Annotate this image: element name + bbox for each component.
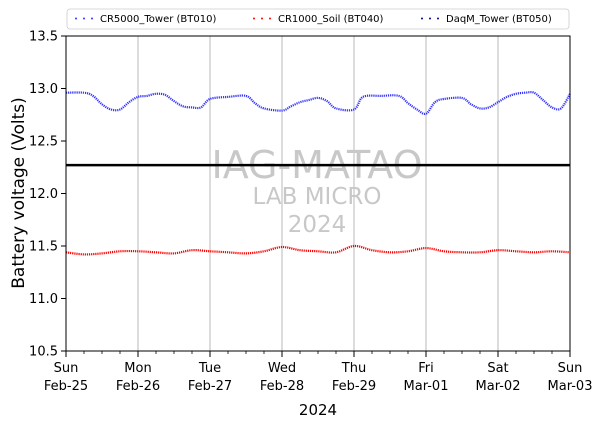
series-line-1 — [65, 91, 571, 116]
legend-entry: DaqM_Tower (BT050) — [421, 14, 552, 25]
watermark: IAG-MATAO LAB MICRO 2024 — [211, 143, 422, 238]
legend-marker — [83, 17, 85, 20]
series-line-2 — [65, 244, 571, 256]
x-tick-day: Sun — [54, 361, 79, 376]
legend-entry: CR5000_Tower (BT010) — [75, 14, 216, 25]
legend-marker — [261, 17, 263, 20]
legend-marker — [75, 17, 77, 20]
x-axis: Sun Feb-25 Mon Feb-26 Tue Feb-27 Wed Feb-28 Thu F… — [44, 351, 593, 394]
legend-label: DaqM_Tower (BT050) — [446, 14, 552, 25]
x-tick-date: Feb-26 — [116, 379, 160, 394]
x-tick-date: Feb-25 — [44, 379, 88, 394]
y-tick-label: 11.5 — [29, 240, 58, 255]
legend-box — [66, 8, 570, 30]
x-tick-day: Mon — [124, 361, 151, 376]
x-tick-day: Fri — [418, 361, 434, 376]
x-tick-date: Feb-27 — [188, 379, 232, 394]
x-tick-date: Mar-01 — [404, 379, 449, 394]
x-axis-label: 2024 — [299, 401, 337, 419]
x-tick-date: Mar-02 — [476, 379, 521, 394]
legend-marker — [429, 17, 431, 20]
series-layer — [65, 91, 571, 256]
y-axis: 10.5 11.0 11.5 12.0 12.5 13.0 13.5 — [29, 30, 66, 360]
y-tick-label: 12.5 — [29, 135, 58, 150]
watermark-line-2: LAB MICRO — [253, 184, 382, 210]
y-tick-label: 11.0 — [29, 292, 58, 307]
watermark-line-3: 2024 — [288, 212, 347, 238]
x-tick-day: Wed — [268, 361, 296, 376]
legend-label: CR5000_Tower (BT010) — [100, 14, 216, 25]
legend-marker — [437, 17, 439, 20]
legend: CR5000_Tower (BT010) CR1000_Soil (BT040) D… — [66, 8, 570, 30]
y-tick-label: 13.5 — [29, 30, 58, 45]
x-tick-day: Thu — [341, 361, 366, 376]
legend-entry: CR1000_Soil (BT040) — [253, 14, 384, 25]
legend-marker — [253, 17, 255, 20]
y-tick-label: 12.0 — [29, 187, 58, 202]
y-tick-label: 13.0 — [29, 82, 58, 97]
legend-label: CR1000_Soil (BT040) — [278, 14, 384, 25]
legend-marker — [269, 17, 271, 20]
x-tick-day: Sun — [558, 361, 583, 376]
legend-marker — [421, 17, 423, 20]
legend-marker — [91, 17, 93, 20]
y-tick-label: 10.5 — [29, 345, 58, 360]
x-tick-day: Tue — [198, 361, 221, 376]
x-tick-date: Mar-03 — [548, 379, 593, 394]
y-axis-label: Battery voltage (Volts) — [9, 97, 29, 288]
x-tick-day: Sat — [487, 361, 508, 376]
x-tick-date: Feb-28 — [260, 379, 304, 394]
x-gridlines — [137, 36, 499, 351]
x-tick-date: Feb-29 — [332, 379, 376, 394]
